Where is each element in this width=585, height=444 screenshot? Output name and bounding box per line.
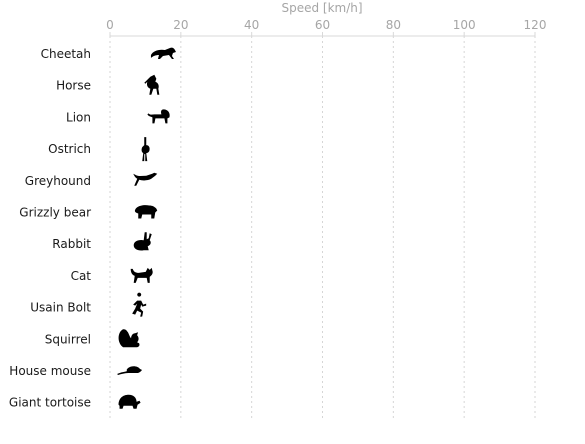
x-axis-title: Speed [km/h]: [281, 1, 362, 15]
data-point: [131, 268, 153, 283]
greyhound-icon: [133, 173, 157, 186]
horse-icon: [144, 75, 159, 95]
x-tick-label: 80: [386, 18, 401, 32]
rabbit-icon: [134, 232, 152, 250]
squirrel-icon: [119, 329, 140, 347]
category-label: Usain Bolt: [30, 301, 91, 315]
x-tick-label: 0: [106, 18, 114, 32]
mouse-icon: [117, 366, 142, 375]
grid-layer: [110, 36, 535, 418]
data-point: [119, 395, 141, 409]
lion-icon: [147, 109, 169, 123]
x-tick-label: 60: [315, 18, 330, 32]
data-point: [151, 48, 176, 59]
category-labels: Cheetah Horse Lion Ostrich Greyhound Grizzly …: [9, 47, 91, 410]
data-point: [117, 366, 142, 375]
data-marks: [117, 48, 176, 409]
x-tick-label: 100: [453, 18, 476, 32]
runner-icon: [132, 293, 146, 317]
x-tick-label: 20: [173, 18, 188, 32]
data-point: [134, 232, 152, 250]
category-label: Lion: [66, 110, 91, 124]
data-point: [135, 205, 157, 218]
data-point: [119, 329, 140, 347]
x-tick-label: 40: [244, 18, 259, 32]
category-label: Cat: [71, 269, 92, 283]
x-tick-label: 120: [524, 18, 547, 32]
data-point: [147, 109, 169, 123]
ostrich-icon: [142, 137, 150, 161]
cat-icon: [131, 268, 153, 283]
category-label: Grizzly bear: [19, 206, 91, 220]
category-label: Squirrel: [45, 332, 91, 346]
category-label: Horse: [56, 79, 91, 93]
category-label: Greyhound: [25, 174, 91, 188]
grizzly-bear-icon: [135, 205, 157, 218]
category-label: Rabbit: [52, 237, 91, 251]
data-point: [132, 293, 146, 317]
data-point: [142, 137, 150, 161]
category-label: Cheetah: [41, 47, 91, 61]
x-axis-ticks: 0 20 40 60 80 100 120: [106, 18, 546, 36]
category-label: Giant tortoise: [9, 396, 91, 410]
tortoise-icon: [119, 395, 141, 409]
data-point: [133, 173, 157, 186]
category-label: House mouse: [9, 364, 91, 378]
cheetah-icon: [151, 48, 176, 59]
category-label: Ostrich: [48, 142, 91, 156]
data-point: [144, 75, 159, 95]
